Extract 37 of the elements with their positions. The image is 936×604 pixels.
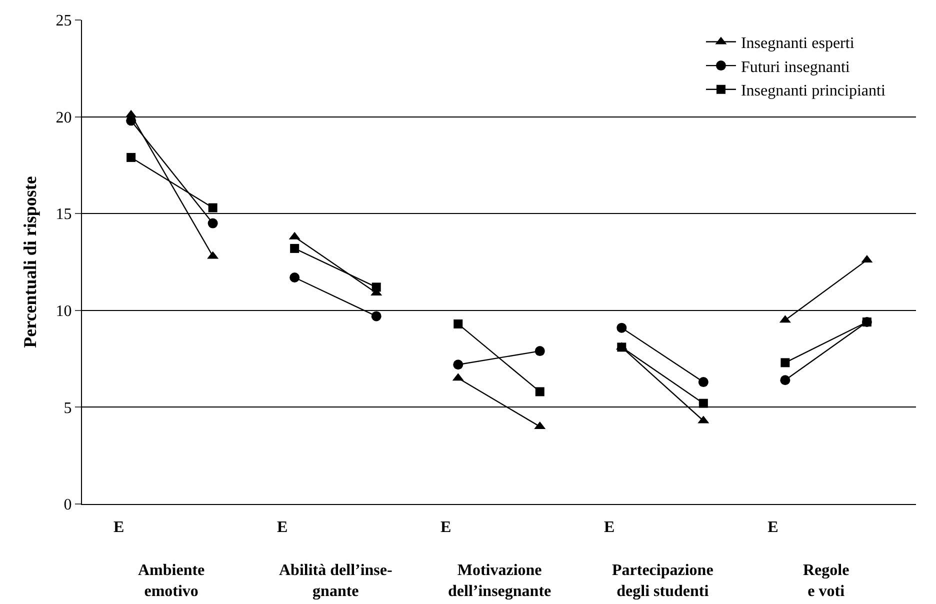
- y-tick-label: 10: [56, 303, 72, 320]
- text: Abilità dell’inse- gnante: [279, 562, 392, 600]
- x-tick-label: E: [276, 519, 288, 536]
- point: [862, 318, 872, 327]
- point: [290, 244, 300, 253]
- text: Motivazione dell’insegnante: [448, 562, 552, 600]
- point: [454, 319, 463, 328]
- point: [208, 203, 218, 212]
- point: [534, 346, 545, 356]
- y-tick-label: 20: [56, 109, 72, 126]
- text: Ambiente emotivo: [138, 562, 205, 600]
- text: Partecipazione degli studenti: [612, 562, 714, 600]
- y-tick-label: 5: [64, 400, 72, 417]
- point: [780, 375, 790, 386]
- point: [698, 398, 708, 408]
- x-tick-label: E: [113, 519, 124, 536]
- y-tick-label: 25: [56, 12, 72, 30]
- legend-label: Futuri insegnanti: [740, 58, 850, 76]
- y-tick-label: 0: [64, 496, 72, 514]
- x-tick-label: E: [604, 519, 615, 536]
- y-tick-label: 15: [56, 206, 72, 224]
- point: [290, 272, 300, 282]
- text: Regole e voti: [803, 562, 850, 600]
- x-tick-label: E: [440, 519, 452, 536]
- point: [126, 152, 136, 162]
- point: [698, 377, 708, 388]
- point: [780, 358, 790, 368]
- point: [208, 218, 218, 228]
- y-axis-title: Percentuali di risposte: [20, 176, 40, 348]
- point: [453, 360, 464, 370]
- point: [372, 282, 381, 292]
- point: [371, 311, 382, 322]
- point: [616, 322, 627, 333]
- x-tick-label: E: [768, 519, 778, 536]
- point: [535, 387, 544, 396]
- legend-label: Insegnanti principianti: [740, 82, 886, 100]
- legend-label: Insegnanti esperti: [740, 34, 855, 52]
